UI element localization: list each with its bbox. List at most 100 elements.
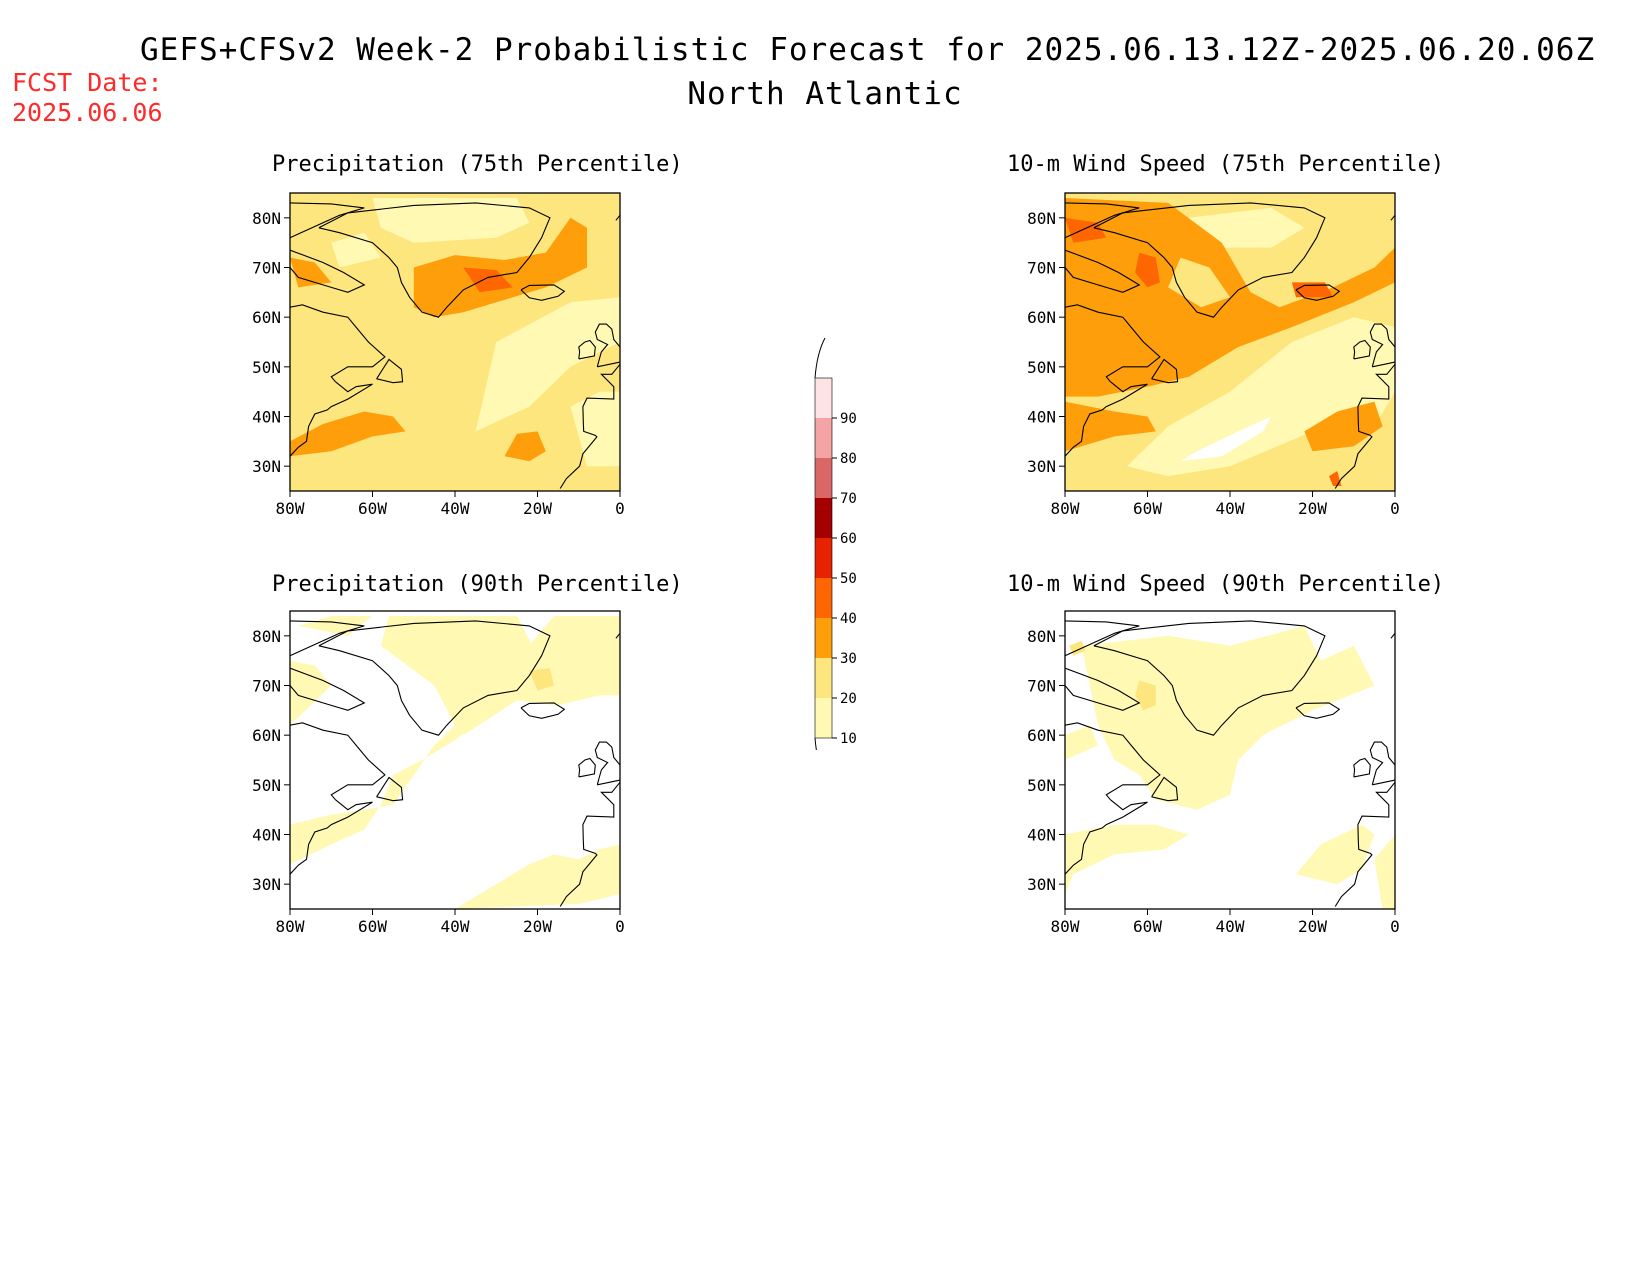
coastline [1295, 284, 1341, 301]
contour-region [529, 668, 554, 691]
lon-tick-label: 60W [1133, 917, 1162, 936]
coastline [1065, 304, 1161, 383]
panel-title-wind-75: 10-m Wind Speed (75th Percentile) [1007, 152, 1445, 177]
lat-tick-label: 50N [1027, 776, 1056, 795]
coastline [290, 304, 386, 383]
lat-tick-label: 70N [1027, 259, 1056, 278]
contour-region [290, 660, 332, 726]
contour-region [1188, 207, 1305, 248]
panel-title-precip-90: Precipitation (90th Percentile) [272, 572, 683, 597]
lon-tick-label: 60W [358, 917, 387, 936]
coastline [1093, 202, 1326, 318]
colorbar-tick-label: 10 [840, 731, 857, 747]
coastline [1369, 323, 1395, 368]
coastline [290, 722, 386, 801]
lon-tick-label: 80W [276, 499, 305, 518]
colorbar-tick-label: 60 [840, 531, 857, 547]
lat-tick-label: 40N [252, 408, 281, 427]
colorbar-tick-label: 40 [840, 611, 857, 627]
lat-tick-label: 30N [1027, 457, 1056, 476]
lat-tick-label: 70N [1027, 677, 1056, 696]
coastline [578, 339, 596, 360]
lat-tick-label: 40N [1027, 408, 1056, 427]
lon-tick-label: 20W [523, 499, 552, 518]
lat-tick-label: 40N [1027, 826, 1056, 845]
lat-tick-label: 50N [1027, 358, 1056, 377]
contour-region [1065, 824, 1189, 895]
coastline [578, 757, 596, 778]
contour-region [1081, 625, 1375, 810]
coastline [318, 202, 551, 318]
lat-tick-label: 60N [252, 726, 281, 745]
colorbar-swatch [815, 658, 832, 698]
coastline [1065, 667, 1141, 711]
lat-tick-label: 70N [252, 259, 281, 278]
colorbar-swatch [815, 378, 832, 418]
coastline [520, 702, 566, 719]
coastline [1065, 620, 1140, 657]
map-precip-75: 80N 70N 60N 50N 40N 30N 80W 60W 40W 20W 0 [252, 192, 625, 518]
coastline [376, 358, 404, 384]
coastline [290, 381, 373, 457]
panel-title-precip-75: Precipitation (75th Percentile) [272, 152, 683, 177]
coastline [376, 776, 404, 802]
lat-tick-label: 70N [252, 677, 281, 696]
contour-region [455, 844, 620, 909]
lon-tick-label: 0 [615, 499, 625, 518]
map-precip-90: 80N 70N 60N 50N 40N 30N 80W 60W 40W 20W 0 [252, 610, 625, 936]
coastline [1151, 358, 1179, 384]
coastline [1065, 381, 1148, 457]
coastline [290, 249, 366, 293]
colorbar-tick-label: 80 [840, 451, 857, 467]
contour-region [1065, 725, 1098, 760]
coastline [1065, 202, 1140, 239]
colorbar-bottom-cap [814, 737, 817, 750]
coastline [1065, 249, 1141, 293]
colorbar-swatch [815, 698, 832, 738]
contour-region [290, 411, 406, 457]
coastline [559, 781, 620, 907]
colorbar-swatch [815, 458, 832, 498]
lon-tick-label: 0 [1390, 499, 1400, 518]
coastline [1353, 757, 1371, 778]
chart-title: GEFS+CFSv2 Week-2 Probabilistic Forecast… [140, 32, 1596, 68]
contour-region [1126, 317, 1395, 477]
contour-region [1374, 834, 1395, 909]
contour-region [1304, 401, 1383, 452]
coastline [1390, 214, 1395, 221]
panel-title-wind-90: 10-m Wind Speed (90th Percentile) [1007, 572, 1445, 597]
lon-tick-label: 80W [1051, 917, 1080, 936]
region-subtitle: North Atlantic [687, 76, 963, 112]
coastline [1093, 620, 1326, 736]
colorbar-legend: 10 20 30 40 50 60 70 80 90 [814, 337, 857, 750]
coastline [1334, 781, 1395, 907]
map-wind-75: 80N 70N 60N 50N 40N 30N 80W 60W 40W 20W 0 [1027, 192, 1400, 518]
lat-tick-label: 80N [1027, 209, 1056, 228]
contour-region [1135, 252, 1160, 288]
lat-tick-label: 80N [252, 209, 281, 228]
colorbar-swatch [815, 578, 832, 618]
lon-tick-label: 60W [358, 499, 387, 518]
coastline [1065, 722, 1161, 801]
fcst-date-value: 2025.06.06 [12, 98, 163, 127]
lat-tick-label: 50N [252, 776, 281, 795]
lon-tick-label: 40W [1216, 499, 1245, 518]
colorbar-tick-label: 50 [840, 571, 857, 587]
contour-region [290, 616, 538, 865]
colorbar-top-cap [814, 337, 826, 379]
lat-tick-label: 60N [252, 308, 281, 327]
lon-tick-label: 20W [523, 917, 552, 936]
coastline [1369, 741, 1395, 786]
contour-region [413, 217, 587, 318]
lat-tick-label: 50N [252, 358, 281, 377]
fcst-date-label: FCST Date: [12, 68, 163, 97]
contour-region [1296, 824, 1375, 885]
lon-tick-label: 40W [441, 499, 470, 518]
coastline [1151, 776, 1179, 802]
contour-region [1065, 401, 1156, 452]
lon-tick-label: 20W [1298, 917, 1327, 936]
contour-region [290, 257, 332, 288]
coastline [1353, 339, 1371, 360]
coastline [615, 632, 620, 639]
lon-tick-label: 0 [615, 917, 625, 936]
